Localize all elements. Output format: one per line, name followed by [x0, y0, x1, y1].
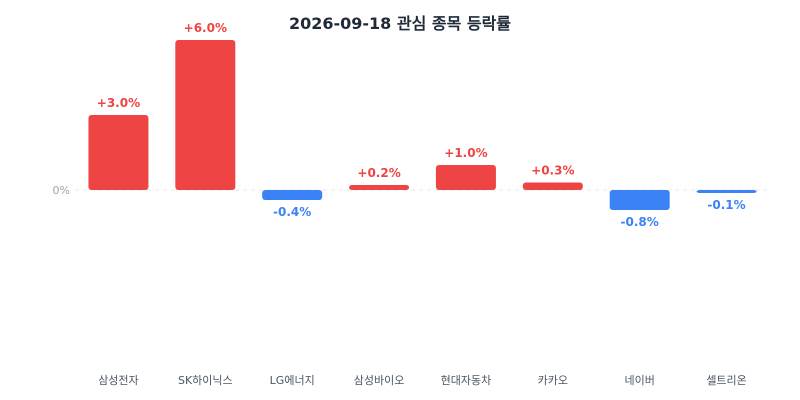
value-label-2: -0.4%	[273, 205, 311, 219]
bar-5	[522, 182, 583, 190]
value-label-6: -0.8%	[621, 215, 659, 229]
value-label-3: +0.2%	[357, 166, 400, 180]
category-label-7: 셀트리온	[706, 374, 746, 387]
bar-4	[435, 165, 496, 190]
bar-2	[262, 190, 323, 200]
category-label-5: 카카오	[538, 374, 568, 387]
category-labels-group: 삼성전자 SK하이닉스 LG에너지 삼성바이오 현대자동차 카카오 네이버 셀트리온	[98, 373, 747, 387]
value-label-4: +1.0%	[444, 146, 487, 160]
value-label-5: +0.3%	[531, 164, 574, 178]
value-label-7: -0.1%	[707, 198, 745, 212]
category-label-3: 삼성바이오	[354, 374, 405, 387]
value-labels-group: +3.0% +6.0% -0.4% +0.2% +1.0% +0.3% -0.8% -0.1%	[97, 21, 746, 229]
category-label-6: 네이버	[625, 374, 655, 387]
chart-title: 2026-09-18 관심 종목 등락률	[288, 14, 512, 33]
zero-tick-label: 0%	[53, 184, 70, 197]
category-label-4: 현대자동차	[441, 374, 492, 387]
bar-3	[349, 185, 410, 190]
category-label-1: SK하이닉스	[178, 373, 233, 387]
bar-7	[696, 190, 757, 193]
category-label-0: 삼성전자	[98, 374, 138, 387]
bar-6	[609, 190, 670, 210]
category-label-2: LG에너지	[270, 374, 315, 387]
value-label-0: +3.0%	[97, 96, 140, 110]
bar-1	[175, 40, 236, 190]
value-label-1: +6.0%	[184, 21, 227, 35]
bar-0	[88, 115, 149, 190]
bars-group	[88, 40, 757, 210]
